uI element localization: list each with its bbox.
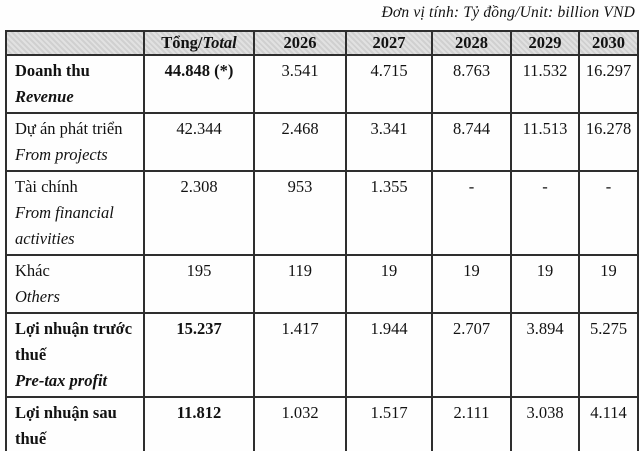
cell-2028: 8.763: [431, 54, 512, 114]
cell-total: 15.237: [143, 312, 255, 398]
financial-forecast-table: Tổng/Total 2026 2027 2028 2029 2030 Doan…: [5, 30, 639, 451]
cell-2030: 19: [578, 254, 639, 314]
cell-2027: 1.944: [345, 312, 433, 398]
cell-2030: -: [578, 170, 639, 256]
table-row-others: Khác Others 195 119 19 19 19 19: [5, 254, 639, 314]
cell-total: 44.848 (*): [143, 54, 255, 114]
cell-2026: 1.032: [253, 396, 347, 451]
table-row-posttax-profit: Lợi nhuận sau thuế Post-tax profit 11.81…: [5, 396, 639, 451]
row-label: Khác Others: [5, 254, 145, 314]
table-row-from-projects: Dự án phát triển From projects 42.344 2.…: [5, 112, 639, 172]
cell-2028: -: [431, 170, 512, 256]
cell-2030: 5.275: [578, 312, 639, 398]
row-label-vi: Doanh thu: [15, 61, 90, 80]
cell-2026: 119: [253, 254, 347, 314]
row-label-vi: Khác: [15, 261, 50, 280]
row-label: Lợi nhuận sau thuế Post-tax profit: [5, 396, 145, 451]
row-label: Doanh thu Revenue: [5, 54, 145, 114]
cell-total: 42.344: [143, 112, 255, 172]
header-year-2030: 2030: [578, 30, 639, 56]
cell-2027: 3.341: [345, 112, 433, 172]
cell-total: 195: [143, 254, 255, 314]
table-row-revenue: Doanh thu Revenue 44.848 (*) 3.541 4.715…: [5, 54, 639, 114]
row-label-en: Others: [15, 287, 60, 306]
row-label: Dự án phát triển From projects: [5, 112, 145, 172]
cell-2029: 11.532: [510, 54, 580, 114]
row-label-vi: Lợi nhuận sau thuế: [15, 403, 117, 448]
cell-2028: 2.707: [431, 312, 512, 398]
header-year-2028: 2028: [431, 30, 512, 56]
row-label-en: Revenue: [15, 87, 74, 106]
cell-2027: 4.715: [345, 54, 433, 114]
unit-note: Đơn vị tính: Tỷ đồng/Unit: billion VND: [381, 4, 635, 21]
cell-2026: 1.417: [253, 312, 347, 398]
cell-2027: 19: [345, 254, 433, 314]
row-label-vi: Lợi nhuận trước thuế: [15, 319, 133, 364]
cell-2028: 2.111: [431, 396, 512, 451]
row-label: Lợi nhuận trước thuế Pre-tax profit: [5, 312, 145, 398]
header-total-separator: /: [197, 33, 203, 52]
cell-2026: 2.468: [253, 112, 347, 172]
cell-total: 11.812: [143, 396, 255, 451]
header-corner-cell: [5, 30, 145, 56]
cell-2030: 16.278: [578, 112, 639, 172]
header-total-vi: Tổng: [161, 33, 198, 52]
cell-2027: 1.355: [345, 170, 433, 256]
header-year-2026: 2026: [253, 30, 347, 56]
cell-2026: 3.541: [253, 54, 347, 114]
table-row-pretax-profit: Lợi nhuận trước thuế Pre-tax profit 15.2…: [5, 312, 639, 398]
cell-2027: 1.517: [345, 396, 433, 451]
row-label-en: From projects: [15, 145, 108, 164]
cell-2028: 8.744: [431, 112, 512, 172]
table-row-financial-activities: Tài chính From financial activities 2.30…: [5, 170, 639, 256]
cell-2029: -: [510, 170, 580, 256]
cell-2030: 4.114: [578, 396, 639, 451]
cell-total: 2.308: [143, 170, 255, 256]
cell-2028: 19: [431, 254, 512, 314]
cell-2029: 11.513: [510, 112, 580, 172]
header-year-2027: 2027: [345, 30, 433, 56]
row-label-vi: Tài chính: [15, 177, 78, 196]
row-label: Tài chính From financial activities: [5, 170, 145, 256]
cell-2029: 3.038: [510, 396, 580, 451]
cell-2029: 3.894: [510, 312, 580, 398]
row-label-vi: Dự án phát triển: [15, 119, 123, 138]
cell-2029: 19: [510, 254, 580, 314]
row-label-en: From financial activities: [15, 203, 114, 248]
table-header-row: Tổng/Total 2026 2027 2028 2029 2030: [5, 30, 639, 56]
row-label-en: Pre-tax profit: [15, 371, 108, 390]
header-total-cell: Tổng/Total: [143, 30, 255, 56]
header-total-en: Total: [202, 33, 237, 52]
cell-2030: 16.297: [578, 54, 639, 114]
header-year-2029: 2029: [510, 30, 580, 56]
cell-2026: 953: [253, 170, 347, 256]
